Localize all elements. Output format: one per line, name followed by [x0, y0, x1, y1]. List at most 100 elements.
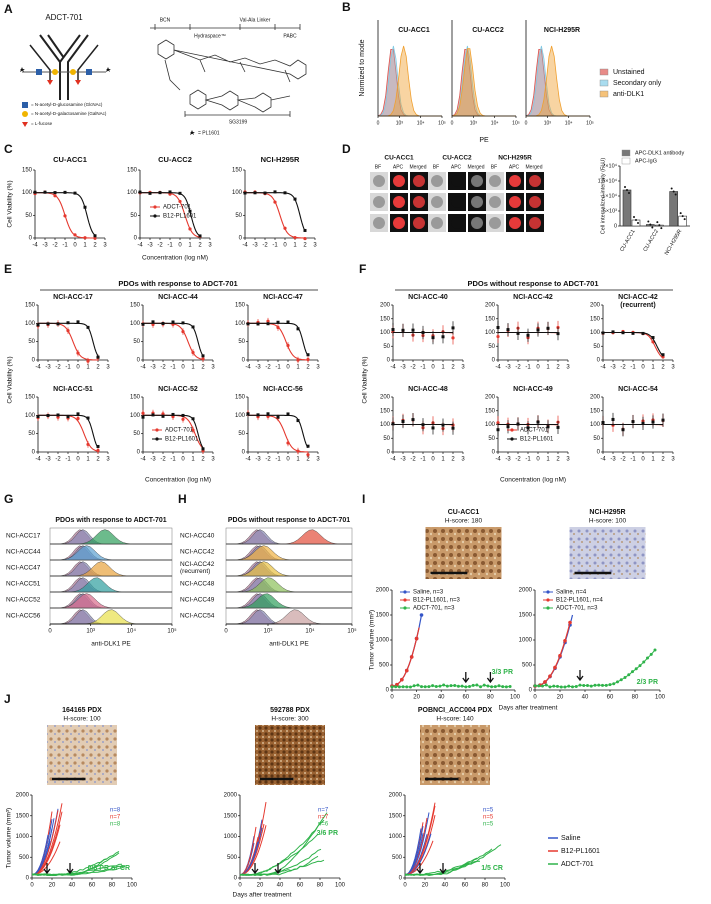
point	[415, 637, 419, 641]
y-tick-label: 100	[380, 330, 391, 336]
point	[642, 332, 645, 335]
plot-title: CU-ACC2	[472, 27, 504, 34]
panel-title: PDOs with response to ADCT-701	[118, 279, 237, 288]
point	[293, 236, 296, 239]
y-tick-label: 0	[492, 450, 496, 456]
point	[303, 237, 306, 240]
point	[142, 323, 145, 326]
point	[84, 206, 87, 209]
panel-letter: J	[4, 692, 11, 706]
point	[86, 360, 89, 363]
x-tick-label: 1	[546, 457, 550, 463]
x-tick-label: -4	[600, 365, 606, 371]
plot-title: NCI-H295R	[261, 155, 300, 164]
x-tick-label: 40	[442, 883, 449, 889]
label: Days after treatment	[233, 892, 292, 899]
replicate-dot	[647, 221, 649, 223]
x-tick-label: 3	[211, 365, 215, 371]
replicate-dot	[624, 186, 626, 188]
x-tick-label: -3	[42, 243, 48, 249]
y-tick-label: 1500	[16, 813, 30, 819]
x-tick-label: 3	[106, 365, 110, 371]
x-tick-label: -2	[515, 365, 521, 371]
label: Concentration (log nM)	[145, 477, 211, 484]
y-tick-label: 150	[235, 303, 246, 309]
label: H-score: 100	[589, 518, 627, 525]
point	[97, 445, 100, 448]
x-tick-label: 10³	[470, 120, 478, 126]
y-tick-label: 150	[590, 408, 601, 414]
point	[188, 227, 191, 230]
point	[558, 654, 562, 658]
histogram	[226, 562, 352, 576]
point	[57, 413, 60, 416]
point	[568, 621, 572, 625]
point	[622, 331, 625, 334]
x-tick-label: 60	[607, 695, 614, 701]
plot-title: (recurrent)	[620, 302, 655, 309]
x-tick-label: 2	[661, 365, 665, 371]
y-tick-label: 100	[485, 330, 496, 336]
x-tick-label: 3	[461, 457, 465, 463]
response-label: 3/3 PR	[492, 669, 513, 676]
point	[77, 320, 80, 323]
y-tick-label: 50	[593, 344, 600, 350]
x-tick-label: 0	[431, 365, 435, 371]
y-tick-label: 200	[485, 395, 496, 401]
point	[47, 414, 50, 417]
legend-label: ADCT-701	[165, 428, 194, 434]
label: Normized to mode	[359, 39, 366, 96]
histogram	[226, 578, 352, 592]
y-tick-label: 1000	[389, 834, 403, 840]
x-tick-label: 10³	[396, 120, 404, 126]
n-label: n=7	[318, 815, 329, 821]
replicate-dot	[682, 215, 684, 217]
legend-swatch	[510, 428, 513, 431]
x-tick-label: -2	[515, 457, 521, 463]
point	[47, 322, 50, 325]
point	[287, 321, 290, 324]
y-tick-label: 0	[529, 688, 533, 694]
cell	[509, 196, 521, 208]
n-label: n=6	[318, 822, 329, 828]
legend-swatch	[546, 606, 549, 609]
response-label: 1/5 CR	[481, 865, 503, 872]
point	[87, 417, 90, 420]
x-tick-label: -4	[35, 365, 41, 371]
x-tick-label: -2	[620, 365, 626, 371]
x-tick-label: 0	[76, 365, 80, 371]
point	[612, 330, 615, 333]
legend-label: Saline	[561, 835, 581, 842]
point	[622, 428, 625, 431]
panel-letter: F	[359, 262, 366, 276]
x-tick-label: -4	[242, 243, 248, 249]
row-label: NCI-ACC42	[180, 561, 215, 568]
x-tick-label: 2	[556, 457, 560, 463]
model-title: 592788 PDX	[270, 707, 310, 714]
label: Days after treatment	[499, 705, 558, 712]
label: NCI-H295R	[498, 155, 532, 162]
x-tick-label: 3	[211, 457, 215, 463]
point	[602, 331, 605, 334]
legend-label: APC-DLK1 antibody	[635, 150, 684, 156]
x-tick-label: 100	[127, 883, 138, 889]
legend-swatch	[403, 590, 406, 593]
y-tick-label: 500	[19, 855, 30, 861]
y-tick-label: 0	[386, 688, 390, 694]
point	[87, 326, 90, 329]
y-tick-label: 150	[485, 408, 496, 414]
point	[149, 192, 152, 195]
x-tick-label: -2	[55, 457, 61, 463]
plot-title: CU-ACC1	[398, 27, 430, 34]
label: APC	[393, 164, 404, 170]
label: H-score: 180	[445, 518, 483, 525]
x-tick-label: 80	[482, 883, 489, 889]
point	[202, 354, 205, 357]
y-tick-label: 150	[380, 316, 391, 322]
histogram	[226, 530, 352, 544]
plot-title: NCI-H295R	[544, 27, 580, 34]
row-label: NCI-ACC17	[6, 533, 41, 540]
y-tick-label: 0	[234, 876, 238, 882]
x-tick-label: 0	[533, 695, 537, 701]
